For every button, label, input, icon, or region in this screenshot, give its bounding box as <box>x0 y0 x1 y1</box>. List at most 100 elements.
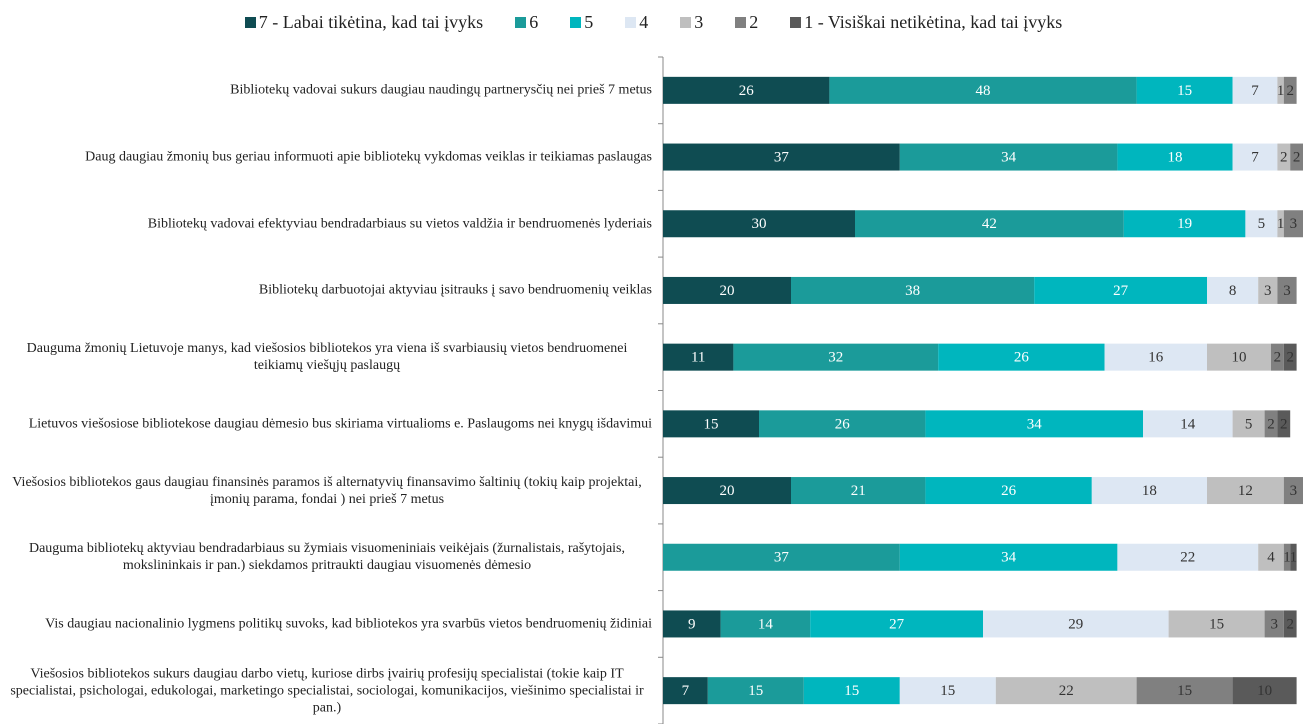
value-label: 18 <box>1142 483 1157 499</box>
category-text: Daug daugiau žmonių bus geriau informuot… <box>85 149 652 165</box>
bar-segment <box>663 477 791 505</box>
bar-segment <box>1283 210 1303 238</box>
legend-label: 7 - Labai tikėtina, kad tai įvyks <box>258 12 484 32</box>
bar-segment <box>1104 343 1207 371</box>
category-text: Dauguma žmonių Lietuvoje manys, kad vieš… <box>26 341 628 374</box>
legend-label: 2 <box>749 12 759 32</box>
bar-segment <box>663 276 791 304</box>
value-label: 1 <box>1290 550 1298 566</box>
value-label: 29 <box>1068 616 1083 632</box>
bar-segment <box>1232 410 1265 438</box>
value-label: 2 <box>1286 83 1294 99</box>
value-label: 34 <box>1001 550 1017 566</box>
bar-segment <box>1277 410 1291 438</box>
bar-segment <box>791 477 926 505</box>
bar-segment <box>663 677 708 705</box>
bar-segment <box>829 76 1137 104</box>
bar-segment <box>1123 210 1246 238</box>
bar-segment <box>1277 276 1297 304</box>
bar-segment <box>1232 76 1278 104</box>
value-label: 1 <box>1277 83 1285 99</box>
bar-segment <box>995 677 1137 705</box>
legend-swatch <box>790 17 802 28</box>
bar-segment <box>663 143 900 171</box>
value-label: 21 <box>851 483 866 499</box>
value-label: 2 <box>1286 350 1294 366</box>
bar-segment <box>1290 143 1303 171</box>
value-label: 3 <box>1290 216 1298 232</box>
value-label: 34 <box>1001 149 1017 165</box>
bar-segment <box>1283 343 1297 371</box>
value-label: 22 <box>1059 683 1074 699</box>
value-label: 32 <box>828 350 843 366</box>
value-label: 7 <box>682 683 690 699</box>
legend-item: 7 - Labai tikėtina, kad tai įvyks <box>244 12 484 33</box>
value-label: 2 <box>1280 149 1288 165</box>
bar-segment <box>663 343 734 371</box>
value-label: 15 <box>1177 83 1192 99</box>
bar-segment <box>1136 677 1233 705</box>
bar-segment <box>1283 76 1297 104</box>
legend-swatch <box>625 17 637 28</box>
value-label: 48 <box>976 83 991 99</box>
legend-swatch <box>515 17 527 28</box>
bar-segment <box>925 477 1092 505</box>
value-label: 2 <box>1293 149 1301 165</box>
bar-segment <box>1207 343 1271 371</box>
legend-swatch <box>735 17 747 28</box>
value-label: 7 <box>1251 83 1259 99</box>
bar-segment <box>1232 677 1297 705</box>
value-label: 14 <box>758 616 774 632</box>
value-label: 27 <box>1113 283 1129 299</box>
bar-segment <box>855 210 1124 238</box>
bar-segment <box>1258 276 1278 304</box>
value-label: 30 <box>752 216 767 232</box>
bar-segment <box>1283 543 1291 571</box>
value-label: 15 <box>844 683 859 699</box>
value-label: 1 <box>1277 216 1285 232</box>
value-label: 15 <box>1209 616 1224 632</box>
bar-segment <box>707 677 804 705</box>
value-label: 1 <box>1283 550 1291 566</box>
bar-segment <box>899 543 1118 571</box>
category-label: Dauguma žmonių Lietuvoje manys, kad vieš… <box>2 340 652 374</box>
category-label: Bibliotekų darbuotojai aktyviau įsitrauk… <box>2 282 652 299</box>
legend-item: 5 <box>570 12 593 33</box>
value-label: 10 <box>1257 683 1272 699</box>
category-label: Bibliotekų vadovai efektyviau bendradarb… <box>2 215 652 232</box>
value-label: 3 <box>1270 616 1278 632</box>
bar-segment <box>1283 477 1303 505</box>
bar-segment <box>1232 143 1278 171</box>
value-label: 10 <box>1232 350 1247 366</box>
category-text: Bibliotekų vadovai sukurs daugiau naudin… <box>230 82 652 98</box>
category-text: Viešosios bibliotekos gaus daugiau finan… <box>12 474 642 507</box>
bar-segment <box>938 343 1105 371</box>
value-label: 15 <box>1177 683 1192 699</box>
value-label: 18 <box>1168 149 1183 165</box>
value-label: 2 <box>1267 416 1275 432</box>
legend-label: 1 - Visiškai netikėtina, kad tai įvyks <box>804 12 1063 32</box>
value-label: 15 <box>940 683 955 699</box>
bar-segment <box>1277 143 1291 171</box>
category-label: Viešosios bibliotekos gaus daugiau finan… <box>2 474 652 508</box>
value-label: 7 <box>1251 149 1259 165</box>
value-label: 42 <box>982 216 997 232</box>
category-label: Dauguma bibliotekų aktyviau bendradarbia… <box>2 540 652 574</box>
value-label: 8 <box>1229 283 1237 299</box>
value-label: 20 <box>720 483 735 499</box>
value-label: 34 <box>1027 416 1043 432</box>
value-label: 19 <box>1177 216 1192 232</box>
bar-segment <box>1264 410 1278 438</box>
legend-item: 1 - Visiškai netikėtina, kad tai įvyks <box>790 12 1062 33</box>
bar-segment <box>1168 610 1265 638</box>
value-label: 37 <box>774 550 790 566</box>
category-label: Vis daugiau nacionalinio lygmens politik… <box>2 615 652 632</box>
legend-swatch <box>244 17 256 28</box>
value-label: 22 <box>1180 550 1195 566</box>
bar-segment <box>899 677 996 705</box>
value-label: 38 <box>905 283 920 299</box>
legend-item: 6 <box>515 12 538 33</box>
bar-segment <box>1258 543 1284 571</box>
